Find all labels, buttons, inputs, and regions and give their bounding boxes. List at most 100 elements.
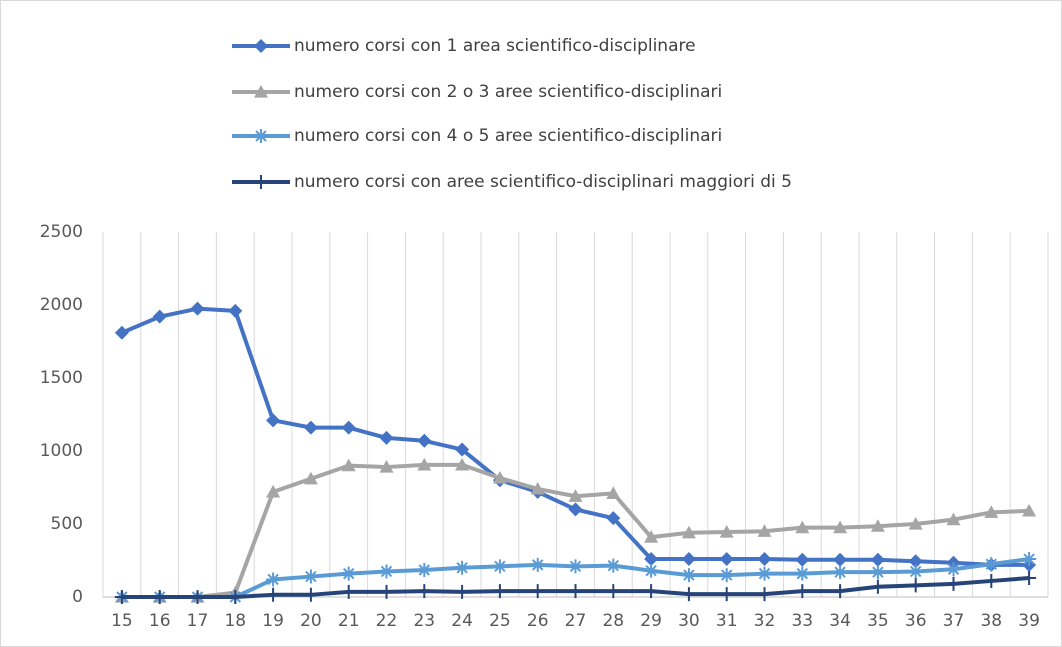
marker bbox=[341, 458, 356, 472]
marker bbox=[984, 573, 999, 588]
marker bbox=[190, 301, 205, 316]
x-tick-label: 26 bbox=[527, 611, 549, 631]
x-tick-label: 16 bbox=[149, 611, 171, 631]
marker bbox=[795, 566, 810, 581]
y-tick-label: 1500 bbox=[40, 368, 83, 388]
marker bbox=[341, 566, 356, 581]
marker bbox=[870, 579, 885, 594]
marker bbox=[908, 564, 923, 579]
marker bbox=[492, 559, 507, 574]
marker bbox=[719, 568, 734, 583]
marker bbox=[1022, 503, 1037, 517]
x-tick-label: 15 bbox=[111, 611, 133, 631]
y-tick-label: 1000 bbox=[40, 441, 83, 461]
x-tick-label: 24 bbox=[451, 611, 473, 631]
marker bbox=[417, 433, 432, 448]
marker bbox=[379, 460, 394, 473]
marker bbox=[455, 560, 470, 575]
marker bbox=[606, 584, 621, 599]
marker bbox=[908, 517, 923, 530]
marker bbox=[379, 564, 394, 579]
marker bbox=[114, 590, 129, 604]
x-tick-label: 27 bbox=[565, 611, 587, 631]
marker bbox=[681, 587, 696, 602]
marker bbox=[568, 502, 583, 517]
y-tick-label: 500 bbox=[51, 514, 83, 534]
x-tick-label: 30 bbox=[678, 611, 700, 631]
marker bbox=[946, 576, 961, 591]
marker bbox=[266, 413, 281, 428]
marker bbox=[492, 471, 507, 484]
x-tick-label: 19 bbox=[262, 611, 284, 631]
x-tick-label: 36 bbox=[905, 611, 927, 631]
marker bbox=[644, 563, 659, 578]
marker bbox=[190, 590, 205, 604]
legend-marker bbox=[254, 39, 268, 53]
marker bbox=[266, 572, 281, 587]
marker bbox=[757, 524, 772, 537]
y-tick-label: 2000 bbox=[40, 295, 83, 315]
x-tick-label: 25 bbox=[489, 611, 511, 631]
marker bbox=[152, 309, 167, 324]
marker bbox=[681, 525, 696, 539]
marker bbox=[795, 520, 810, 534]
legend-label: numero corsi con 2 o 3 aree scientifico-… bbox=[294, 82, 722, 102]
marker bbox=[870, 552, 885, 567]
marker bbox=[341, 584, 356, 599]
marker bbox=[946, 562, 961, 577]
marker bbox=[757, 566, 772, 581]
marker bbox=[303, 569, 318, 584]
marker bbox=[757, 552, 772, 567]
x-tick-label: 23 bbox=[413, 611, 435, 631]
marker bbox=[681, 568, 696, 583]
marker bbox=[984, 557, 999, 572]
marker bbox=[303, 471, 318, 485]
marker bbox=[228, 590, 243, 604]
marker bbox=[266, 587, 281, 602]
marker bbox=[606, 558, 621, 573]
marker bbox=[946, 512, 961, 526]
marker bbox=[492, 584, 507, 599]
y-tick-label: 2500 bbox=[40, 222, 83, 242]
marker bbox=[833, 565, 848, 580]
marker bbox=[417, 584, 432, 599]
legend-marker bbox=[254, 129, 268, 143]
marker bbox=[303, 587, 318, 602]
marker bbox=[228, 303, 243, 318]
marker bbox=[152, 590, 167, 604]
legend-label: numero corsi con 1 area scientifico-disc… bbox=[294, 36, 696, 56]
marker bbox=[341, 420, 356, 435]
marker bbox=[795, 584, 810, 599]
legend-marker bbox=[254, 85, 268, 98]
marker bbox=[870, 519, 885, 532]
marker bbox=[266, 484, 281, 498]
x-tick-label: 22 bbox=[376, 611, 398, 631]
marker bbox=[379, 430, 394, 445]
marker bbox=[719, 525, 734, 538]
marker bbox=[719, 587, 734, 602]
x-tick-label: 18 bbox=[224, 611, 246, 631]
x-tick-label: 17 bbox=[187, 611, 209, 631]
marker bbox=[908, 554, 923, 569]
x-tick-label: 21 bbox=[338, 611, 360, 631]
marker bbox=[455, 457, 470, 471]
x-tick-label: 32 bbox=[754, 611, 776, 631]
marker bbox=[795, 552, 810, 567]
marker bbox=[568, 584, 583, 599]
marker bbox=[984, 505, 999, 518]
x-tick-label: 31 bbox=[716, 611, 738, 631]
marker bbox=[303, 420, 318, 435]
marker bbox=[455, 584, 470, 599]
marker bbox=[114, 325, 129, 340]
marker bbox=[1022, 552, 1037, 567]
x-tick-label: 38 bbox=[980, 611, 1002, 631]
marker bbox=[833, 584, 848, 599]
marker bbox=[870, 565, 885, 580]
marker bbox=[417, 562, 432, 577]
legend-label: numero corsi con aree scientifico-discip… bbox=[294, 172, 792, 192]
x-tick-label: 20 bbox=[300, 611, 322, 631]
x-tick-label: 33 bbox=[791, 611, 813, 631]
marker bbox=[568, 489, 583, 502]
